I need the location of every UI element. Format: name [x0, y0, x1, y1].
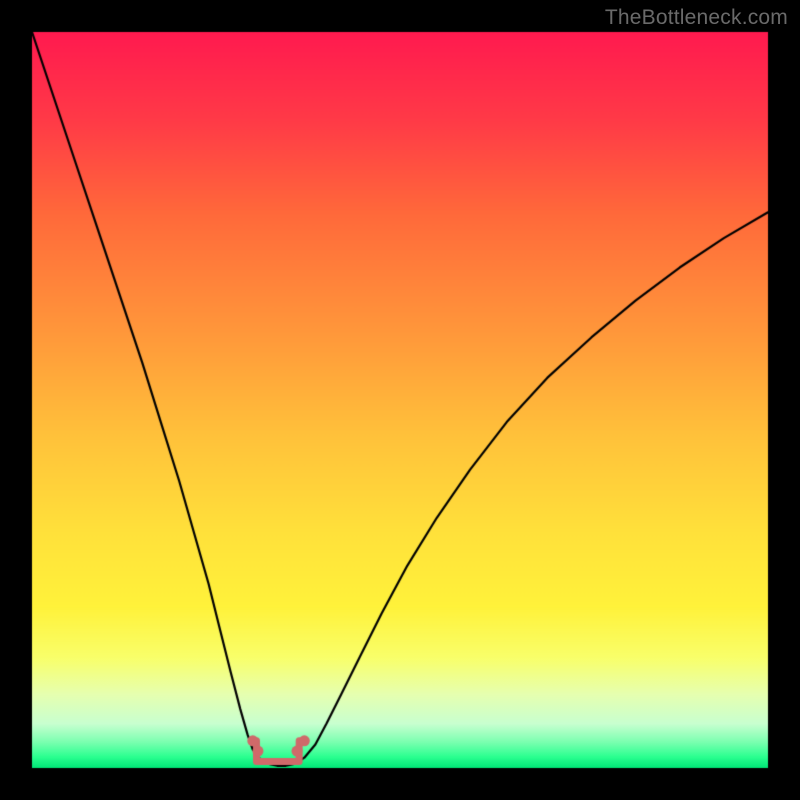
bottleneck-chart	[0, 0, 800, 800]
